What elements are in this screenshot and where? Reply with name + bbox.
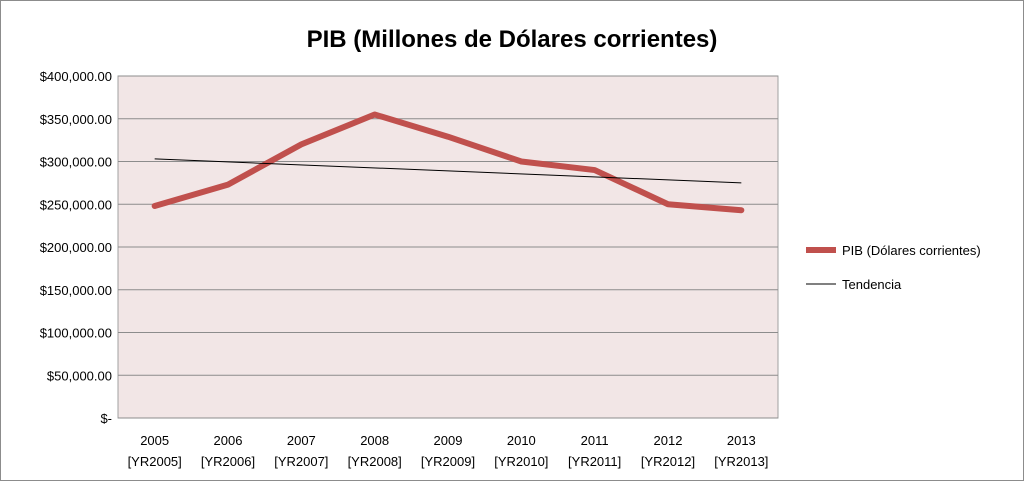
legend-label-pib: PIB (Dólares corrientes) [842,243,981,258]
x-tick-sublabel: [YR2007] [274,454,328,469]
x-tick-sublabel: [YR2008] [348,454,402,469]
x-tick-sublabel: [YR2009] [421,454,475,469]
x-tick-label: 2007 [287,433,316,448]
legend-label-trend: Tendencia [842,277,902,292]
x-tick-label: 2010 [507,433,536,448]
x-tick-sublabel: [YR2011] [568,454,621,469]
x-tick-label: 2012 [654,433,683,448]
legend: PIB (Dólares corrientes) Tendencia [806,243,981,292]
x-tick-sublabel: [YR2006] [201,454,255,469]
x-tick-sublabel: [YR2010] [494,454,548,469]
x-tick-label: 2013 [727,433,756,448]
x-tick-sublabel: [YR2005] [128,454,182,469]
x-tick-label: 2011 [581,433,609,448]
x-tick-sublabel: [YR2012] [641,454,695,469]
y-tick-label: $150,000.00 [40,283,112,298]
x-tick-sublabel: [YR2013] [714,454,768,469]
y-tick-label: $250,000.00 [40,197,112,212]
y-tick-label: $400,000.00 [40,69,112,84]
chart-title: PIB (Millones de Dólares corrientes) [307,26,718,53]
x-tick-label: 2008 [360,433,389,448]
y-tick-label: $200,000.00 [40,240,112,255]
y-tick-label: $100,000.00 [40,326,112,341]
trend-line [154,158,742,184]
x-tick-label: 2009 [434,433,463,448]
x-tick-label: 2006 [214,433,243,448]
y-tick-label: $- [100,411,112,426]
y-tick-label: $300,000.00 [40,155,112,170]
y-tick-label: $50,000.00 [47,368,112,383]
x-tick-label: 2005 [140,433,169,448]
y-tick-label: $350,000.00 [40,112,112,127]
